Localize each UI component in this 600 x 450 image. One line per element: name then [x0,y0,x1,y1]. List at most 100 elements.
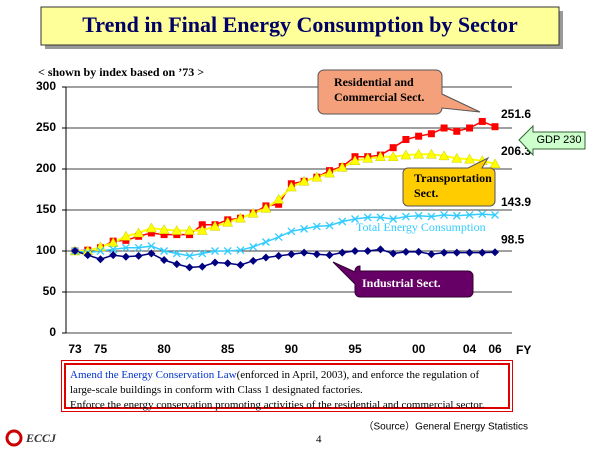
marker [427,250,436,259]
callout-transportation [402,156,496,207]
marker [491,211,499,219]
marker [349,155,361,166]
marker [478,248,487,257]
marker [222,216,234,227]
marker [466,124,474,132]
x-tick-label: 90 [285,342,299,356]
subtitle: < shown by index based on ’73 > [38,65,204,79]
marker [236,246,245,255]
marker [362,152,374,163]
marker [452,248,461,257]
series-line [74,248,496,269]
marker [440,248,449,257]
marker [351,215,359,223]
series-label: Residential and Commercial Sect. [334,75,425,104]
marker [300,248,309,257]
note-text: Enforce the energy conservation promotin… [70,399,485,411]
callout-residential [317,69,481,115]
marker [402,135,410,143]
marker [478,117,486,125]
marker [440,124,448,132]
marker [438,150,450,161]
marker [223,259,232,268]
logo-text: ECCJ [25,431,57,445]
marker [389,215,398,223]
marker [401,212,410,221]
x-tick-label: 80 [157,342,171,356]
marker [413,148,425,159]
marker [363,247,372,255]
marker [440,210,449,219]
gdp-label: GDP 230 [536,134,581,146]
marker [415,132,423,140]
marker [247,207,259,218]
title-box [40,6,560,46]
marker [223,247,232,255]
marker [185,251,194,260]
x-axis-label: FY [516,343,531,357]
marker [427,130,435,138]
y-tick-label: 100 [36,243,56,257]
marker [83,251,92,260]
marker [363,213,372,222]
end-value-label: 206.3 [501,144,531,158]
marker [160,256,169,265]
marker [414,211,423,220]
marker [147,242,156,251]
marker [134,243,143,252]
marker [298,175,310,186]
marker [376,245,385,254]
marker [351,247,359,255]
y-tick-label: 200 [36,161,56,175]
marker [464,153,475,164]
marker [425,148,437,159]
marker [107,237,119,248]
series-label: Transportation Sect. [414,171,492,200]
y-tick-label: 50 [43,284,57,298]
marker [134,251,143,260]
marker [96,247,105,255]
marker [160,247,169,255]
marker [414,247,423,256]
y-tick-label: 0 [49,325,56,339]
x-tick-label: 04 [463,342,477,356]
marker [211,247,219,255]
callout-industrial [332,261,474,298]
marker [109,245,118,254]
marker [274,233,283,242]
marker [184,224,195,235]
marker [147,229,155,237]
series-label: Industrial Sect. [362,276,441,290]
marker [145,222,157,233]
x-tick-label: 00 [412,342,426,356]
note-text: (enforced in April, 2003), and enforce t… [70,369,480,396]
marker [400,149,412,160]
marker [171,224,183,235]
x-tick-label: 73 [68,342,82,356]
marker [121,252,130,261]
marker [489,158,501,169]
plot-area: 0 50 100 150 200 250 300 73 75 80 85 90 95 00 04 06 FY 25… [36,79,531,357]
marker [312,250,321,259]
y-tick-label: 150 [36,202,56,216]
gdp-arrow [518,124,586,157]
marker [452,211,461,220]
end-value-label: 143.9 [501,195,531,209]
marker [389,249,398,258]
logo-icon [5,429,23,447]
marker [236,260,245,269]
marker [387,151,399,161]
marker [198,249,207,258]
marker [198,221,206,229]
marker [453,127,461,135]
marker [338,217,347,226]
note-highlight: Amend the Energy Conservation Law [70,369,237,381]
marker [287,227,296,236]
marker [375,151,386,161]
marker [261,253,270,262]
marker [96,255,105,264]
marker [274,251,283,260]
marker [401,247,410,256]
